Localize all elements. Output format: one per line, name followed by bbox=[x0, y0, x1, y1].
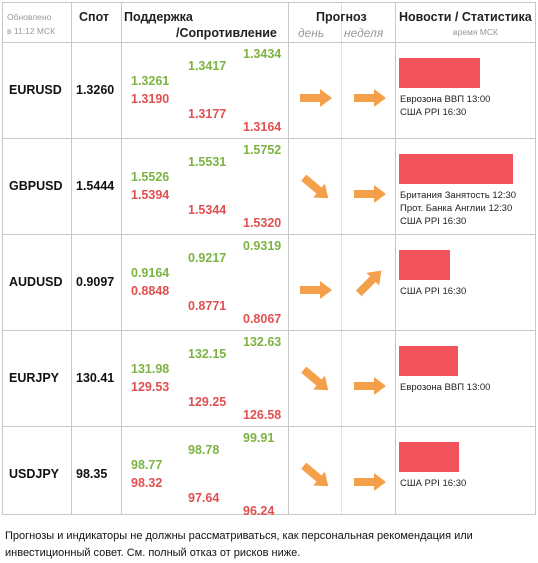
grid-line bbox=[3, 426, 535, 427]
resistance-level-2: 1.3177 bbox=[188, 107, 227, 121]
support-level-2: 132.15 bbox=[188, 347, 227, 361]
resistance-level-3: 0.8067 bbox=[243, 312, 282, 326]
news-item: США PPI 16:30 bbox=[400, 216, 467, 227]
forecast-table: Обновлено в 11:12 МСК Спот Поддержка /Со… bbox=[2, 2, 536, 518]
support-level-3: 1.3434 bbox=[243, 47, 282, 61]
resistance-header: /Сопротивление bbox=[176, 26, 277, 40]
forecast-week-arrow-icon bbox=[353, 376, 387, 401]
grid-line bbox=[341, 3, 342, 514]
spot-price: 1.3260 bbox=[76, 83, 115, 97]
grid-line bbox=[3, 42, 535, 43]
resistance-level-1: 98.32 bbox=[131, 476, 163, 490]
pair-name: USDJPY bbox=[9, 467, 60, 481]
grid-line bbox=[3, 234, 535, 235]
news-item: Прот. Банка Англии 12:30 bbox=[400, 203, 513, 214]
news-item: США PPI 16:30 bbox=[400, 286, 467, 297]
support-level-3: 1.5752 bbox=[243, 143, 282, 157]
support-level-1: 1.5526 bbox=[131, 170, 170, 184]
updated-label: Обновлено bbox=[7, 12, 52, 22]
forecast-week-header: неделя bbox=[344, 26, 384, 40]
resistance-level-1: 0.8848 bbox=[131, 284, 170, 298]
forecast-week-arrow-icon bbox=[353, 88, 387, 113]
support-level-3: 132.63 bbox=[243, 335, 282, 349]
forecast-day-arrow-icon bbox=[299, 88, 333, 113]
support-level-3: 99.91 bbox=[243, 431, 275, 445]
news-impact-bar bbox=[399, 346, 458, 376]
forecast-day-arrow-icon bbox=[299, 366, 333, 395]
forecast-day-arrow-icon bbox=[299, 280, 333, 305]
news-item: США PPI 16:30 bbox=[400, 107, 467, 118]
support-header: Поддержка bbox=[124, 10, 193, 24]
forecast-day-arrow-icon bbox=[299, 174, 333, 203]
forecast-week-arrow-icon bbox=[353, 270, 387, 297]
support-level-2: 98.78 bbox=[188, 443, 220, 457]
news-impact-bar bbox=[399, 154, 513, 184]
forecast-week-arrow-icon bbox=[353, 472, 387, 497]
forecast-day-header: день bbox=[298, 26, 325, 40]
support-level-2: 1.5531 bbox=[188, 155, 227, 169]
news-item: Британия Занятость 12:30 bbox=[400, 190, 517, 201]
news-impact-bar bbox=[399, 442, 459, 472]
support-level-1: 0.9164 bbox=[131, 266, 170, 280]
pair-name: AUDUSD bbox=[9, 275, 63, 289]
forecast-header: Прогноз bbox=[316, 10, 367, 24]
spot-price: 98.35 bbox=[76, 467, 108, 481]
news-header: Новости / Статистика bbox=[399, 10, 532, 24]
support-level-1: 131.98 bbox=[131, 362, 170, 376]
resistance-level-1: 1.5394 bbox=[131, 188, 170, 202]
resistance-level-1: 1.3190 bbox=[131, 92, 170, 106]
spot-price: 130.41 bbox=[76, 371, 115, 385]
news-item: США PPI 16:30 bbox=[400, 478, 467, 489]
news-item: Еврозона ВВП 13:00 bbox=[400, 94, 491, 105]
pair-name: GBPUSD bbox=[9, 179, 63, 193]
resistance-level-2: 129.25 bbox=[188, 395, 227, 409]
support-level-1: 1.3261 bbox=[131, 74, 170, 88]
grid-line bbox=[288, 3, 289, 514]
support-level-3: 0.9319 bbox=[243, 239, 282, 253]
news-impact-bar bbox=[399, 250, 450, 280]
spot-price: 0.9097 bbox=[76, 275, 115, 289]
forecast-week-arrow-icon bbox=[353, 184, 387, 209]
updated-time: в 11:12 МСК bbox=[7, 26, 56, 36]
grid-line bbox=[71, 3, 72, 514]
news-time-header: время МСК bbox=[453, 27, 498, 37]
grid-line bbox=[395, 3, 396, 514]
grid-line bbox=[121, 3, 122, 514]
grid-line bbox=[3, 138, 535, 139]
resistance-level-3: 1.5320 bbox=[243, 216, 282, 230]
grid-line bbox=[3, 330, 535, 331]
resistance-level-2: 97.64 bbox=[188, 491, 220, 505]
resistance-level-1: 129.53 bbox=[131, 380, 170, 394]
support-level-2: 0.9217 bbox=[188, 251, 227, 265]
news-item: Еврозона ВВП 13:00 bbox=[400, 382, 491, 393]
disclaimer: Прогнозы и индикаторы не должны рассматр… bbox=[5, 530, 473, 559]
resistance-level-3: 96.24 bbox=[243, 504, 275, 518]
support-level-1: 98.77 bbox=[131, 458, 163, 472]
resistance-level-2: 0.8771 bbox=[188, 299, 227, 313]
spot-price: 1.5444 bbox=[76, 179, 115, 193]
resistance-level-3: 1.3164 bbox=[243, 120, 282, 134]
pair-name: EURJPY bbox=[9, 371, 60, 385]
support-level-2: 1.3417 bbox=[188, 59, 227, 73]
forecast-day-arrow-icon bbox=[299, 462, 333, 491]
pair-name: EURUSD bbox=[9, 83, 62, 97]
spot-header: Спот bbox=[79, 10, 110, 24]
news-impact-bar bbox=[399, 58, 480, 88]
resistance-level-2: 1.5344 bbox=[188, 203, 227, 217]
resistance-level-3: 126.58 bbox=[243, 408, 282, 422]
